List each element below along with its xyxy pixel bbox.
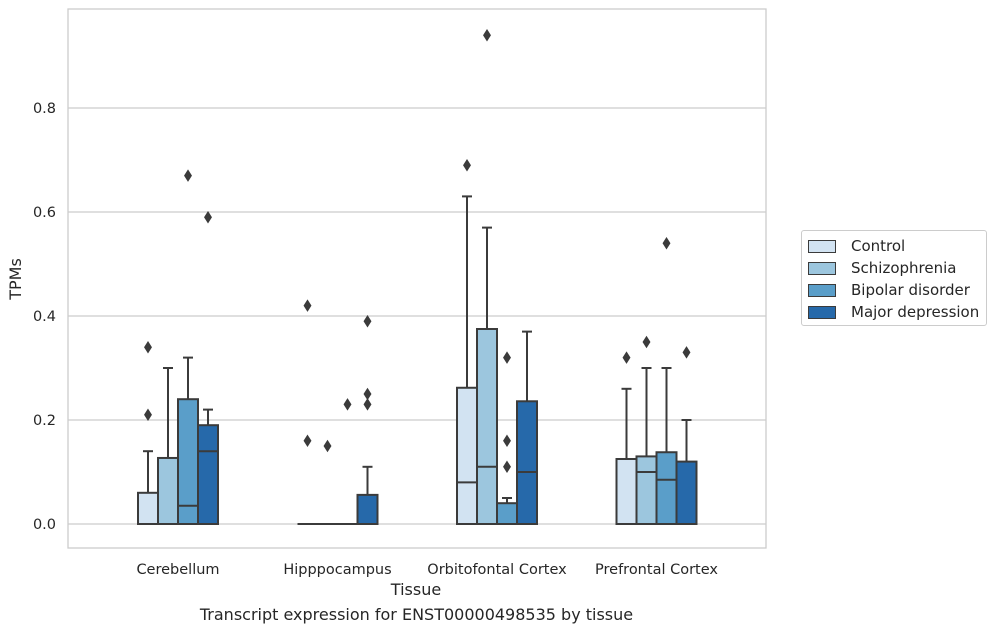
y-tick-label: 0.2 <box>33 413 56 429</box>
outlier-point-control <box>622 351 631 364</box>
outlier-point-control <box>144 340 152 354</box>
legend-item-schizophrenia: Schizophrenia <box>808 259 956 277</box>
box-bipolar-disorder <box>496 502 518 526</box>
box-group-prefrontal-cortex <box>615 236 698 526</box>
legend-label-schizophrenia: Schizophrenia <box>851 259 957 277</box>
box-major-depression <box>197 424 219 526</box>
legend-item-major-depression: Major depression <box>808 303 979 321</box>
x-tick-label: Cerebellum <box>136 562 219 578</box>
legend-swatch-major-depression <box>808 305 836 319</box>
x-tick-label: Prefrontal Cortex <box>595 562 718 578</box>
chart-legend: Control Schizophrenia Bipolar disorder M… <box>801 230 987 326</box>
y-tick-label: 0.4 <box>33 309 56 325</box>
outlier-point-major-depression <box>204 210 212 224</box>
box-group-hipppocampus <box>297 299 379 526</box>
figure-caption: Transcript expression for ENST0000049853… <box>199 605 634 624</box>
outlier-point-bipolar-disorder <box>503 351 511 364</box>
x-tick-labels: Cerebellum Hipppocampus Orbitofontal Corte… <box>136 562 718 578</box>
outlier-point-control <box>463 158 471 172</box>
outlier-point-bipolar-disorder <box>503 434 511 448</box>
legend-swatch-bipolar-disorder <box>808 283 836 297</box>
plot-area-frame <box>67 8 767 549</box>
box-major-depression <box>356 493 379 526</box>
x-axis-label: Tissue <box>390 580 441 599</box>
outlier-point-control <box>144 408 152 422</box>
box-control <box>456 386 478 526</box>
outlier-point-bipolar-disorder <box>184 169 192 182</box>
box-groups <box>137 28 698 526</box>
legend-swatch-control <box>808 239 836 253</box>
legend-label-bipolar-disorder: Bipolar disorder <box>851 281 970 299</box>
outlier-point-bipolar-disorder <box>662 236 671 250</box>
x-tick-label: Orbitofontal Cortex <box>427 562 567 578</box>
box-major-depression <box>675 460 698 526</box>
outlier-point-major-depression <box>363 314 372 328</box>
box-bipolar-disorder <box>655 451 678 525</box>
outlier-point-major-depression <box>363 387 372 401</box>
box-schizophrenia <box>476 328 498 525</box>
legend-swatch-schizophrenia <box>808 261 836 275</box>
outlier-point-control <box>303 434 312 448</box>
outlier-point-major-depression <box>363 398 372 411</box>
y-axis-label: TPMs <box>6 258 25 301</box>
y-tick-label: 0.8 <box>33 101 56 117</box>
outlier-point-bipolar-disorder <box>503 460 511 474</box>
outlier-point-schizophrenia <box>483 28 491 42</box>
outlier-point-bipolar-disorder <box>343 398 352 411</box>
box-schizophrenia <box>635 455 658 525</box>
box-control <box>615 458 638 525</box>
x-tick-label: Hipppocampus <box>283 562 391 578</box>
y-tick-labels: 0.0 0.2 0.4 0.6 0.8 <box>33 101 56 533</box>
box-group-orbitofontal-cortex <box>456 28 538 526</box>
outlier-point-major-depression <box>682 346 691 359</box>
outlier-point-schizophrenia <box>323 439 332 453</box>
legend-label-major-depression: Major depression <box>851 303 980 321</box>
outlier-point-control <box>303 299 312 312</box>
box-major-depression <box>516 400 538 525</box>
legend-item-bipolar-disorder: Bipolar disorder <box>808 281 970 299</box>
box-control <box>137 491 159 525</box>
legend-label-control: Control <box>851 237 906 255</box>
y-tick-label: 0.0 <box>33 517 56 533</box>
y-tick-label: 0.6 <box>33 205 56 221</box>
box-schizophrenia <box>157 456 179 525</box>
legend-item-control: Control <box>808 237 905 255</box>
box-group-cerebellum <box>137 169 219 526</box>
outlier-point-schizophrenia <box>642 335 651 349</box>
